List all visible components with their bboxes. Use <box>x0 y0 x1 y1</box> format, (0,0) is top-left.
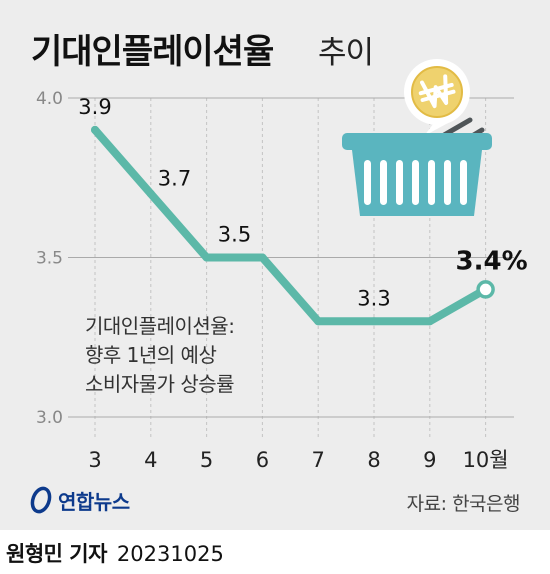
chart-subtitle: 추이 <box>318 35 374 71</box>
byline: 원형민 기자 20231025 <box>6 538 224 568</box>
data-point <box>258 253 267 262</box>
data-label: 3.5 <box>218 223 251 247</box>
data-label: 3.9 <box>78 95 111 119</box>
x-tick-label: 7 <box>312 448 325 472</box>
logo-mark-icon <box>30 486 52 514</box>
data-label: 3.4% <box>456 246 528 276</box>
x-tick-label: 6 <box>256 448 269 472</box>
data-point <box>202 253 211 262</box>
series-layer <box>91 125 495 326</box>
line-chart: 3.0 3.5 4.0 3 4 5 6 7 8 9 10월 3.9 3.7 3.5 3.3 3.4% <box>36 59 528 472</box>
x-tick-label: 3 <box>88 448 101 472</box>
byline-date: 20231025 <box>116 542 224 566</box>
labels-layer: 3.0 3.5 4.0 3 4 5 6 7 8 9 10월 3.9 3.7 3.5 3.3 3.4% <box>36 89 528 472</box>
data-label: 3.7 <box>158 167 191 191</box>
chart-annotation: 기대인플레이션율: 향후 1년의 예상 소비자물가 상승률 <box>85 312 235 399</box>
x-tick-label: 10월 <box>463 448 509 472</box>
data-label: 3.3 <box>357 286 390 310</box>
annotation-line: 기대인플레이션율: <box>85 314 235 338</box>
y-tick-label: 3.0 <box>36 408 63 428</box>
y-tick-label: 3.5 <box>36 249 63 269</box>
y-tick-label: 4.0 <box>36 89 63 109</box>
data-point <box>425 317 434 326</box>
yonhap-logo: 연합뉴스 <box>30 483 130 517</box>
won-coin-icon <box>404 59 470 136</box>
source-note: 자료: 한국은행 <box>406 493 521 515</box>
annotation-line: 향후 1년의 예상 <box>85 343 217 367</box>
data-point <box>314 317 323 326</box>
x-tick-label: 5 <box>200 448 213 472</box>
x-tick-label: 4 <box>144 448 157 472</box>
chart-title: 기대인플레이션율 <box>31 32 274 72</box>
basket-icon <box>342 117 492 216</box>
x-tick-label: 8 <box>367 448 380 472</box>
data-point <box>146 189 155 198</box>
data-point-latest <box>476 280 495 299</box>
data-point <box>370 317 378 326</box>
logo-text: 연합뉴스 <box>58 489 130 514</box>
data-point <box>91 125 99 134</box>
x-tick-label: 9 <box>423 448 436 472</box>
reporter-name: 원형민 기자 <box>6 542 107 566</box>
chart-card: 기대인플레이션율 추이 <box>0 0 550 530</box>
basket-illustration <box>342 59 492 216</box>
annotation-line: 소비자물가 상승률 <box>85 372 235 396</box>
series-line <box>91 125 490 326</box>
